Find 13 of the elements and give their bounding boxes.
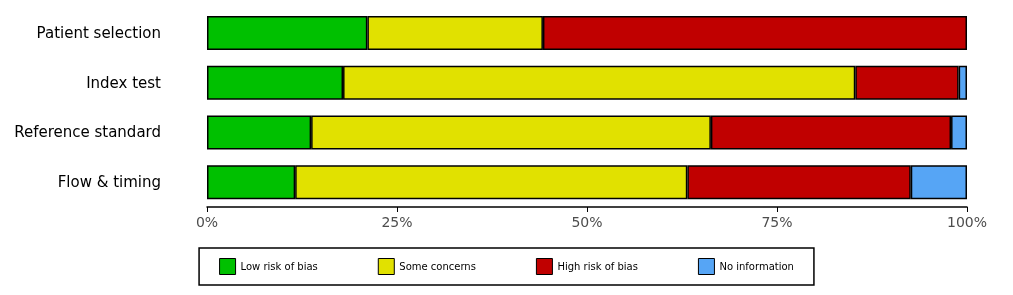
y-tick-label: Flow & timing xyxy=(57,173,161,192)
x-tick-label: 0% xyxy=(195,214,219,230)
legend-label: No information xyxy=(719,261,794,272)
x-tick-label: 100% xyxy=(946,214,988,230)
y-tick-label: Index test xyxy=(86,73,162,92)
legend-label: Low risk of bias xyxy=(240,261,318,272)
y-tick-label: Reference standard xyxy=(14,123,161,142)
x-tick-label: 50% xyxy=(571,214,603,230)
x-tick-label: 25% xyxy=(381,214,413,230)
legend-label: Some concerns xyxy=(399,261,476,272)
x-tick-label: 75% xyxy=(761,214,793,230)
y-tick-label: Patient selection xyxy=(36,23,161,42)
legend-label: High risk of bias xyxy=(557,261,638,272)
